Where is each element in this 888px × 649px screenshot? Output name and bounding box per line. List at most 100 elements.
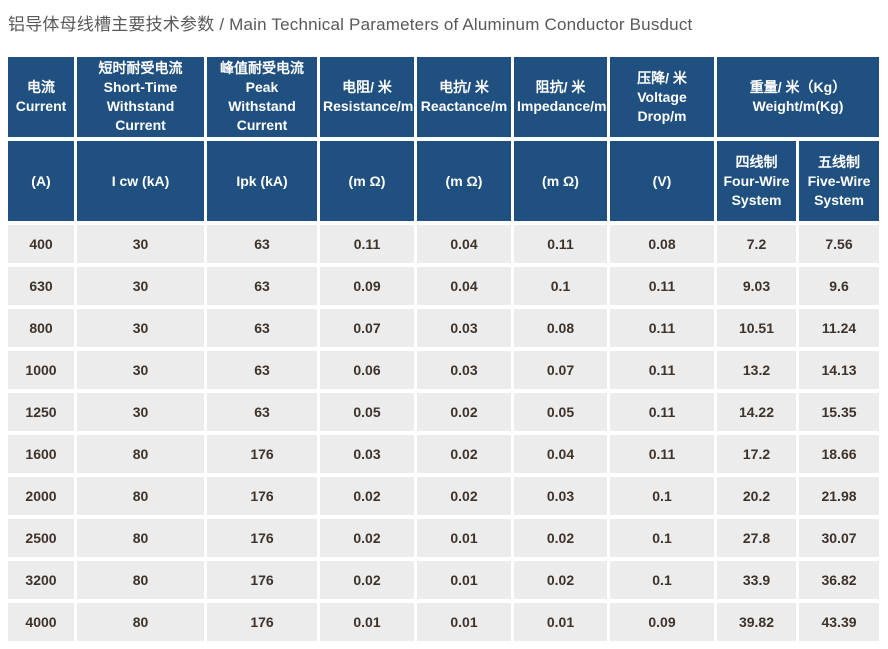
table-cell: 14.13 bbox=[799, 351, 880, 389]
header-label-cn: 压降/ 米 bbox=[637, 69, 687, 86]
table-cell: 0.05 bbox=[514, 393, 607, 431]
table-cell: 0.11 bbox=[610, 393, 714, 431]
table-cell: 4000 bbox=[8, 603, 74, 641]
table-cell: 30 bbox=[77, 309, 204, 347]
table-cell: 0.06 bbox=[320, 351, 414, 389]
table-header: 电流 Current 短时耐受电流 Short-Time Withstand Curr… bbox=[8, 57, 880, 221]
table-cell: 80 bbox=[77, 519, 204, 557]
header-cell: 短时耐受电流 Short-Time Withstand Current bbox=[77, 57, 204, 137]
table-cell: 0.04 bbox=[417, 267, 511, 305]
table-cell: 0.01 bbox=[417, 603, 511, 641]
table-cell: 15.35 bbox=[799, 393, 880, 431]
unit-label-en: Five-Wire System bbox=[807, 172, 871, 208]
table-cell: 0.09 bbox=[610, 603, 714, 641]
table-cell: 21.98 bbox=[799, 477, 880, 515]
table-cell: 33.9 bbox=[717, 561, 796, 599]
table-cell: 630 bbox=[8, 267, 74, 305]
table-cell: 0.07 bbox=[320, 309, 414, 347]
table-cell: 14.22 bbox=[717, 393, 796, 431]
table-cell: 9.6 bbox=[799, 267, 880, 305]
table-cell: 0.02 bbox=[514, 561, 607, 599]
table-cell: 176 bbox=[207, 435, 317, 473]
table-row: 630 30 63 0.09 0.04 0.1 0.11 9.03 9.6 bbox=[8, 267, 880, 305]
unit-label: (V) bbox=[652, 172, 672, 189]
table-cell: 63 bbox=[207, 393, 317, 431]
table-cell: 0.1 bbox=[514, 267, 607, 305]
table-cell: 0.01 bbox=[417, 519, 511, 557]
table-cell: 0.11 bbox=[514, 225, 607, 263]
table-cell: 0.05 bbox=[320, 393, 414, 431]
table-row: 2500 80 176 0.02 0.01 0.02 0.1 27.8 30.07 bbox=[8, 519, 880, 557]
unit-cell: 四线制 Four-Wire System bbox=[717, 141, 796, 221]
table-cell: 27.8 bbox=[717, 519, 796, 557]
table-cell: 0.1 bbox=[610, 519, 714, 557]
table-cell: 80 bbox=[77, 603, 204, 641]
header-cell: 电抗/ 米 Reactance/m bbox=[417, 57, 511, 137]
unit-label-en: Four-Wire System bbox=[723, 172, 790, 208]
header-label-en: Voltage Drop/m bbox=[637, 88, 687, 124]
unit-cell: (A) bbox=[8, 141, 74, 221]
table-cell: 0.02 bbox=[417, 477, 511, 515]
table-cell: 176 bbox=[207, 519, 317, 557]
table-cell: 30 bbox=[77, 351, 204, 389]
table-cell: 80 bbox=[77, 477, 204, 515]
table-cell: 0.11 bbox=[610, 351, 714, 389]
table-cell: 0.1 bbox=[610, 561, 714, 599]
table-cell: 63 bbox=[207, 225, 317, 263]
table-row: 3200 80 176 0.02 0.01 0.02 0.1 33.9 36.82 bbox=[8, 561, 880, 599]
table-row: 2000 80 176 0.02 0.02 0.03 0.1 20.2 21.98 bbox=[8, 477, 880, 515]
table-cell: 0.04 bbox=[514, 435, 607, 473]
table-cell: 0.02 bbox=[417, 393, 511, 431]
table-cell: 7.56 bbox=[799, 225, 880, 263]
table-cell: 13.2 bbox=[717, 351, 796, 389]
header-label-en: Peak Withstand Current bbox=[228, 79, 296, 133]
table-body: 400 30 63 0.11 0.04 0.11 0.08 7.2 7.56 630 30 63 0.0… bbox=[8, 225, 880, 641]
header-label-cn: 峰值耐受电流 bbox=[220, 60, 304, 76]
table-cell: 0.09 bbox=[320, 267, 414, 305]
header-label-cn: 电抗/ 米 bbox=[439, 79, 489, 95]
table-cell: 63 bbox=[207, 267, 317, 305]
table-cell: 800 bbox=[8, 309, 74, 347]
table-cell: 80 bbox=[77, 435, 204, 473]
table-cell: 0.11 bbox=[610, 267, 714, 305]
table-cell: 0.02 bbox=[320, 561, 414, 599]
unit-cell: (m Ω) bbox=[320, 141, 414, 221]
table-cell: 0.03 bbox=[417, 309, 511, 347]
table-cell: 176 bbox=[207, 603, 317, 641]
table-cell: 30 bbox=[77, 393, 204, 431]
table-cell: 2000 bbox=[8, 477, 74, 515]
table-cell: 0.02 bbox=[320, 477, 414, 515]
table-row: 1000 30 63 0.06 0.03 0.07 0.11 13.2 14.13 bbox=[8, 351, 880, 389]
table-cell: 63 bbox=[207, 351, 317, 389]
unit-cell: Ipk (kA) bbox=[207, 141, 317, 221]
table-cell: 9.03 bbox=[717, 267, 796, 305]
header-label-en: Reactance/m bbox=[420, 98, 508, 114]
table-cell: 0.01 bbox=[417, 561, 511, 599]
parameters-table: 电流 Current 短时耐受电流 Short-Time Withstand Curr… bbox=[5, 53, 882, 645]
header-row-units: (A) I cw (kA) Ipk (kA) (m Ω) (m Ω) (m Ω) (V) 四线… bbox=[8, 141, 880, 221]
table-cell: 0.03 bbox=[514, 477, 607, 515]
table-cell: 2500 bbox=[8, 519, 74, 557]
header-cell: 重量/ 米（Kg） Weight/m(Kg) bbox=[717, 57, 880, 137]
header-cell: 电流 Current bbox=[8, 57, 74, 137]
table-row: 800 30 63 0.07 0.03 0.08 0.11 10.51 11.24 bbox=[8, 309, 880, 347]
table-cell: 0.01 bbox=[514, 603, 607, 641]
table-cell: 0.04 bbox=[417, 225, 511, 263]
header-cell: 电阻/ 米 Resistance/m bbox=[320, 57, 414, 137]
table-cell: 0.08 bbox=[610, 225, 714, 263]
table-cell: 11.24 bbox=[799, 309, 880, 347]
table-row: 1600 80 176 0.03 0.02 0.04 0.11 17.2 18.66 bbox=[8, 435, 880, 473]
table-cell: 0.01 bbox=[320, 603, 414, 641]
header-label-en: Short-Time Withstand Current bbox=[103, 79, 178, 133]
table-row: 1250 30 63 0.05 0.02 0.05 0.11 14.22 15.35 bbox=[8, 393, 880, 431]
header-row-parameters: 电流 Current 短时耐受电流 Short-Time Withstand Curr… bbox=[8, 57, 880, 137]
table-cell: 1000 bbox=[8, 351, 74, 389]
header-label-cn: 重量/ 米（Kg） bbox=[749, 79, 847, 95]
table-cell: 0.02 bbox=[320, 519, 414, 557]
table-cell: 30.07 bbox=[799, 519, 880, 557]
unit-label: (A) bbox=[31, 172, 51, 189]
unit-cell: (m Ω) bbox=[514, 141, 607, 221]
unit-label: (m Ω) bbox=[445, 172, 483, 189]
table-cell: 30 bbox=[77, 225, 204, 263]
